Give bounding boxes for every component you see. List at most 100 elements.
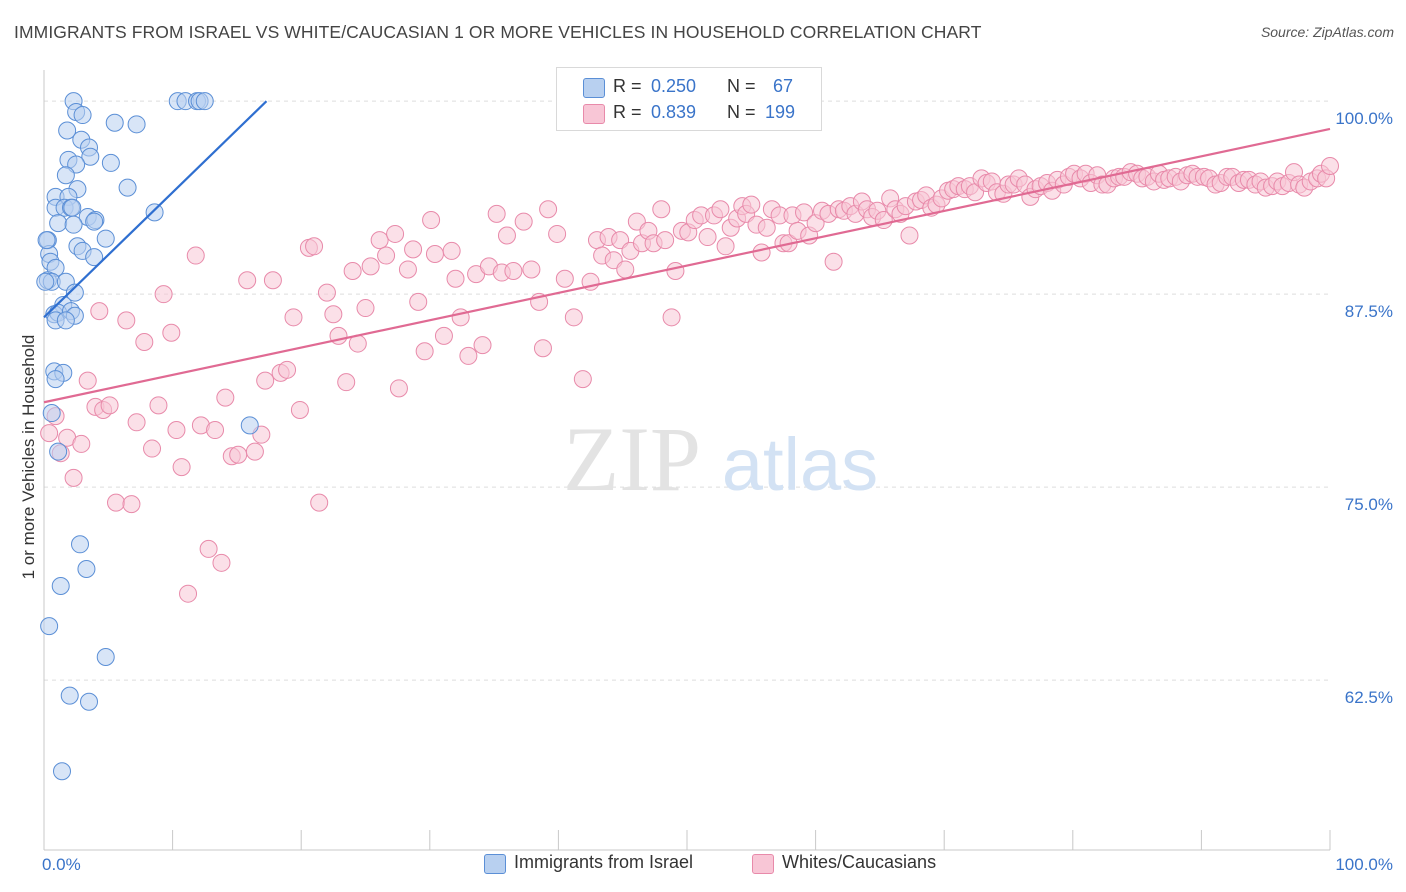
data-point-whites [167, 421, 186, 440]
data-point-whites [555, 269, 574, 288]
bottom-legend-label: Immigrants from Israel [514, 852, 694, 872]
bottom-legend-label: Whites/Caucasians [782, 852, 937, 872]
data-point-whites [900, 226, 919, 245]
data-point-whites [711, 200, 730, 219]
data-point-whites [459, 346, 478, 365]
data-point-whites [64, 468, 83, 487]
data-point-whites [154, 285, 173, 304]
axes [43, 70, 1331, 851]
data-point-whites [386, 224, 405, 243]
data-point-whites [162, 323, 181, 342]
data-point-israel [101, 153, 120, 172]
data-point-whites [172, 458, 191, 477]
y-tick-label: 87.5% [1345, 302, 1393, 321]
trend-line-whites [43, 127, 1331, 404]
data-point-israel [195, 92, 214, 111]
data-point-whites [442, 241, 461, 260]
data-point-whites [504, 262, 523, 280]
data-point-whites [290, 400, 309, 419]
x-tick-label: 0.0% [42, 855, 81, 874]
series-whites-caucasians [40, 157, 1339, 603]
source-credit: Source: ZipAtlas.com [1260, 24, 1394, 40]
data-point-whites [824, 252, 843, 271]
data-point-whites [256, 371, 275, 390]
data-point-israel [77, 559, 96, 578]
data-point-whites [757, 218, 776, 237]
data-point-israel [96, 648, 115, 666]
data-point-israel [63, 198, 82, 217]
data-point-israel [240, 416, 259, 435]
data-point-whites [229, 445, 248, 464]
data-point-whites [245, 442, 264, 461]
data-point-whites [317, 283, 336, 302]
data-point-whites [377, 246, 396, 265]
data-point-whites [409, 292, 428, 311]
data-point-whites [149, 396, 168, 415]
data-point-israel [49, 214, 68, 233]
y-tick-label: 100.0% [1335, 109, 1393, 128]
legend-r-value: 0.250 [651, 76, 697, 96]
data-point-israel [64, 215, 83, 234]
data-point-whites [548, 224, 567, 243]
data-point-whites [305, 237, 324, 256]
y-axis-label: 1 or more Vehicles in Household [19, 335, 38, 580]
data-point-whites [122, 495, 141, 514]
data-point-israel [56, 311, 75, 330]
series-immigrants-from-israel [36, 92, 259, 781]
data-point-israel [73, 106, 92, 125]
data-point-whites [278, 360, 297, 379]
data-point-israel [36, 272, 55, 291]
data-point-whites [117, 311, 136, 330]
data-point-whites [127, 413, 146, 432]
data-point-whites [742, 195, 761, 214]
data-point-whites [422, 211, 441, 230]
data-point-whites [1321, 157, 1339, 176]
data-point-whites [389, 379, 408, 398]
legend-n-label: N = [727, 102, 756, 122]
legend-swatch-pink [583, 104, 605, 124]
legend-r-label: R = [613, 76, 642, 96]
data-point-israel [65, 283, 84, 302]
data-point-israel [81, 147, 100, 166]
data-point-israel [60, 686, 79, 705]
data-point-israel [85, 248, 104, 267]
data-point-whites [212, 553, 231, 572]
bottom-swatch-pink [752, 854, 774, 874]
data-point-whites [324, 305, 343, 324]
legend-r-label: R = [613, 102, 642, 122]
trend-line-israel [43, 100, 268, 319]
data-point-israel [80, 692, 99, 711]
data-point-whites [616, 260, 635, 279]
data-point-whites [434, 326, 453, 345]
data-point-whites [539, 200, 558, 219]
chart-title: IMMIGRANTS FROM ISRAEL VS WHITE/CAUCASIA… [14, 22, 982, 42]
stats-legend: R = 0.250 N = 67 R = 0.839 N = 199 [556, 67, 822, 131]
data-point-whites [135, 333, 154, 352]
x-tick-label: 100.0% [1335, 855, 1393, 874]
data-point-whites [573, 370, 592, 389]
data-point-whites [533, 339, 552, 358]
data-point-whites [398, 260, 417, 279]
data-point-whites [343, 262, 362, 280]
watermark-zip: ZIP [563, 408, 701, 510]
data-point-whites [425, 245, 444, 264]
data-point-israel [42, 404, 61, 423]
data-point-whites [473, 336, 492, 355]
data-point-whites [179, 584, 198, 603]
legend-n-label: N = [727, 76, 756, 96]
legend-n-value: 67 [773, 76, 794, 96]
data-point-whites [404, 240, 423, 259]
data-point-israel [58, 121, 77, 140]
data-point-israel [145, 203, 164, 222]
data-point-whites [310, 493, 329, 512]
data-point-israel [56, 166, 75, 185]
data-point-whites [199, 539, 218, 558]
data-point-whites [656, 231, 675, 250]
data-point-whites [662, 308, 681, 327]
y-tick-label: 62.5% [1345, 688, 1393, 707]
data-point-whites [206, 421, 225, 440]
data-point-whites [698, 228, 717, 247]
data-point-whites [415, 342, 434, 361]
legend-r-value: 0.839 [651, 102, 697, 122]
